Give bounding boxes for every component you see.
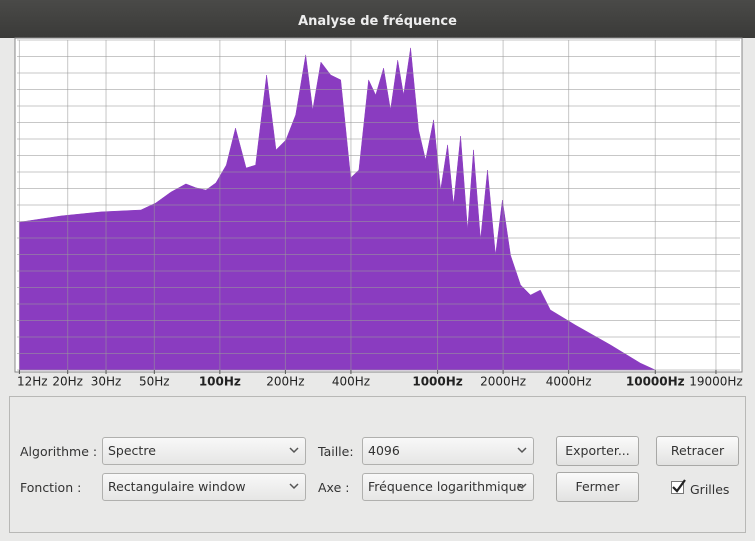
- x-tick-label: 20Hz: [52, 375, 83, 389]
- control-panel: [9, 396, 746, 533]
- chart: 12Hz 20Hz 30Hz 50Hz 100Hz 200Hz 400Hz 1000Hz 200…: [14, 37, 743, 389]
- x-tick-label: 4000Hz: [546, 375, 592, 389]
- checkmark-path: [672, 479, 686, 493]
- close-button[interactable]: Fermer: [556, 472, 639, 502]
- axis-select[interactable]: Fréquence logarithmique: [362, 473, 534, 501]
- x-tick-label: 1000Hz: [412, 375, 462, 389]
- label: Axe :: [318, 480, 350, 495]
- function-select[interactable]: Rectangulaire window: [102, 473, 306, 501]
- select-value: 4096: [368, 443, 400, 458]
- label: Taille:: [318, 444, 354, 459]
- algorithm-select[interactable]: Spectre: [102, 437, 306, 465]
- select-value: Spectre: [108, 443, 156, 458]
- x-tick-label: 12Hz: [17, 375, 48, 389]
- label: Algorithme :: [20, 444, 98, 459]
- select-value: Rectangulaire window: [108, 479, 246, 494]
- x-tick-label: 200Hz: [266, 375, 304, 389]
- x-tick-label: 19000Hz: [689, 375, 743, 389]
- size-select[interactable]: 4096: [362, 437, 534, 465]
- x-tick-label: 400Hz: [332, 375, 370, 389]
- x-tick-label: 10000Hz: [626, 375, 685, 389]
- grids-checkbox[interactable]: [671, 479, 686, 494]
- x-tick-label: 100Hz: [199, 375, 241, 389]
- export-button[interactable]: Exporter...: [556, 436, 639, 466]
- x-tick-label: 30Hz: [91, 375, 122, 389]
- replot-button[interactable]: Retracer: [656, 436, 739, 466]
- checkmark: [672, 479, 686, 493]
- x-tick-label: 50Hz: [139, 375, 170, 389]
- select-value: Fréquence logarithmique: [368, 479, 525, 494]
- window-title: Analyse de fréquence: [0, 0, 755, 38]
- checkbox-label[interactable]: Grilles: [690, 482, 730, 497]
- label: Fonction :: [20, 480, 82, 495]
- x-tick-label: 2000Hz: [480, 375, 526, 389]
